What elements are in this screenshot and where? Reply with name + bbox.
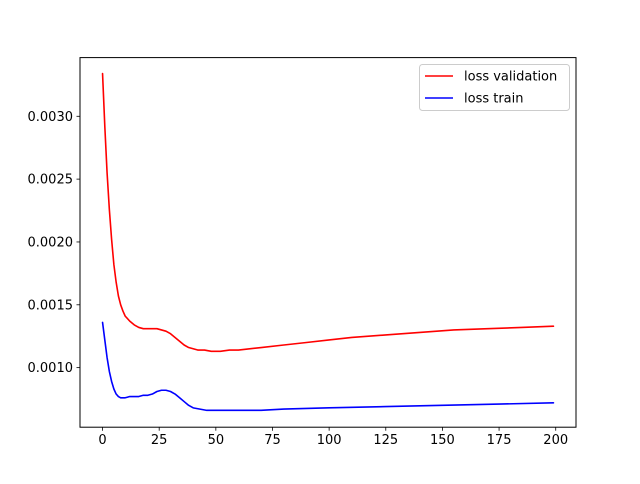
y-tick-label: 0.0010 (28, 361, 74, 376)
x-tick-label: 125 (373, 433, 398, 448)
series-line-loss-validation (101, 72, 555, 353)
y-tick-label: 0.0025 (28, 173, 74, 188)
x-tick-label: 150 (430, 433, 455, 448)
legend: loss validation loss train (419, 64, 570, 111)
x-tick-label: 200 (543, 433, 568, 448)
series-layer (101, 72, 555, 412)
x-tick-label: 50 (208, 433, 225, 448)
x-tick-label: 175 (487, 433, 512, 448)
legend-label-loss-train: loss train (464, 92, 524, 107)
x-tick-label: 75 (264, 433, 281, 448)
series-line-loss-train (101, 321, 555, 412)
axes-frame (79, 57, 577, 428)
y-tick-label: 0.0015 (28, 298, 74, 313)
x-tick-label: 25 (151, 433, 168, 448)
legend-label-loss-validation: loss validation (464, 70, 557, 85)
tick-layer: 0 25 50 75 100 125 150 175 200 0.0010 0.0015 0.0020… (28, 110, 569, 448)
y-tick-label: 0.0030 (28, 110, 74, 125)
legend-box (419, 64, 570, 111)
x-tick-label: 100 (317, 433, 342, 448)
y-tick-label: 0.0020 (28, 235, 74, 250)
x-tick-label: 0 (98, 433, 106, 448)
